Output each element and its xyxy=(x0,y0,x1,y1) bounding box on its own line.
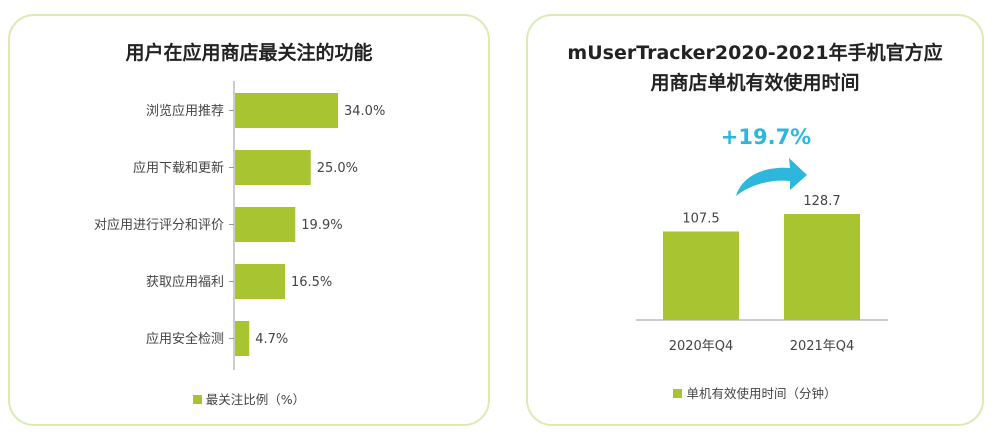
left-chart-plot: 浏览应用推荐 34.0% 应用下载和更新 25.0% 对应用进行评分和评价 19.9% 获取… xyxy=(94,81,385,370)
category-label: 2021年Q4 xyxy=(790,339,855,354)
right-chart-panel: mUserTracker2020-2021年手机官方应 用商店单机有效使用时间 … xyxy=(526,14,984,426)
right-legend-label: 单机有效使用时间（分钟） xyxy=(686,386,837,401)
category-label: 2020年Q4 xyxy=(669,339,734,354)
left-chart-panel: 用户在应用商店最关注的功能 浏览应用推荐 34.0% 应用下载和更新 25.0% 对应用… xyxy=(8,14,490,426)
value-label: 19.9% xyxy=(301,218,342,233)
right-chart-legend: 单机有效使用时间（分钟） xyxy=(528,383,982,402)
category-label: 应用安全检测 xyxy=(146,331,224,347)
legend-swatch xyxy=(192,395,202,404)
left-chart-legend: 最关注比例（%） xyxy=(10,389,488,408)
right-chart-plot: 107.5 2020年Q4 128.7 2021年Q4 +19.7% xyxy=(636,125,888,354)
bar-1 xyxy=(663,231,739,320)
value-label: 25.0% xyxy=(317,161,358,176)
category-label: 应用下载和更新 xyxy=(133,160,224,176)
bar-5 xyxy=(235,321,250,356)
category-label: 对应用进行评分和评价 xyxy=(94,217,224,233)
right-title-line-2: 用商店单机有效使用时间 xyxy=(650,72,860,94)
value-label: 34.0% xyxy=(344,104,385,119)
bar-2 xyxy=(235,150,311,185)
bar-1 xyxy=(235,93,338,128)
left-chart-title: 用户在应用商店最关注的功能 xyxy=(125,42,373,64)
value-label: 128.7 xyxy=(803,194,840,209)
left-legend-label: 最关注比例（%） xyxy=(205,392,306,407)
bar-4 xyxy=(235,264,285,299)
value-label: 4.7% xyxy=(255,332,288,347)
category-label: 获取应用福利 xyxy=(146,274,224,290)
bar-3 xyxy=(235,207,296,242)
growth-annotation: +19.7% xyxy=(721,125,811,149)
bar-2 xyxy=(784,214,860,320)
category-label: 浏览应用推荐 xyxy=(146,103,224,119)
value-label: 16.5% xyxy=(291,275,332,290)
right-title-line-1: mUserTracker2020-2021年手机官方应 xyxy=(567,42,943,64)
right-chart-title: mUserTracker2020-2021年手机官方应 用商店单机有效使用时间 xyxy=(528,38,982,98)
growth-arrow-icon xyxy=(736,158,807,196)
value-label: 107.5 xyxy=(682,211,719,226)
legend-swatch xyxy=(673,389,683,398)
